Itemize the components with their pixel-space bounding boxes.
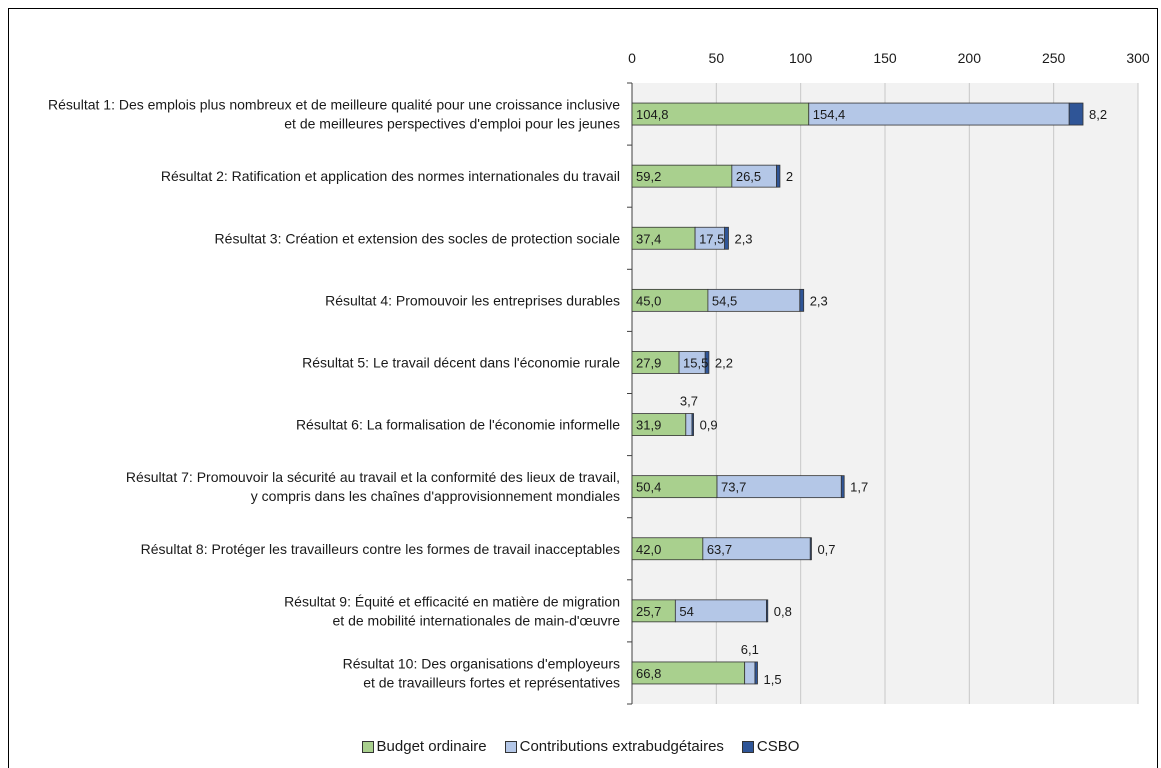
data-label: 0,7 [817, 542, 835, 557]
stacked-bar-chart: 0 50 100 150 200 250 300 Résultat 1: Des emplo… [48, 50, 1150, 705]
bar-segment [799, 288, 805, 312]
data-labels: 104,8 154,4 8,2 59,2 26,5 2 37,4 17,5 2,3 45,0 54,… [636, 107, 1107, 687]
category-label: Résultat 2: Ratification et application … [161, 168, 620, 184]
data-label: 27,9 [636, 355, 661, 370]
bar-segment [691, 413, 694, 436]
data-label: 66,8 [636, 666, 661, 681]
category-label: Résultat 9: Équité et efficacité en mati… [284, 593, 620, 609]
category-label: Résultat 1: Des emplois plus nombreux et… [48, 97, 620, 113]
data-label: 37,4 [636, 231, 661, 246]
legend-item: Budget ordinaire [361, 738, 487, 755]
data-label: 50,4 [636, 480, 661, 495]
category-label: Résultat 8: Protéger les travailleurs co… [141, 541, 620, 557]
data-label: 26,5 [736, 169, 761, 184]
chart-frame [8, 8, 1158, 768]
bar-segment [754, 661, 758, 685]
legend-swatch [504, 740, 517, 753]
data-label: 1,7 [850, 480, 868, 495]
legend-item: Contributions extrabudgétaires [504, 738, 724, 755]
legend-label: Budget ordinaire [376, 738, 487, 755]
bar-segment [1068, 102, 1084, 126]
data-label: 59,2 [636, 169, 661, 184]
data-label: 54,5 [712, 293, 737, 308]
bar-segment [808, 102, 1070, 126]
data-label: 0,9 [700, 418, 718, 433]
data-label: 104,8 [636, 107, 669, 122]
category-label: Résultat 10: Des organisations d'employe… [343, 655, 620, 671]
data-label: 31,9 [636, 418, 661, 433]
data-label: 2,3 [810, 293, 828, 308]
data-label: 54 [679, 604, 693, 619]
category-labels: Résultat 1: Des emplois plus nombreux et… [48, 97, 620, 691]
legend-item: CSBO [741, 738, 800, 755]
data-label: 0,8 [774, 604, 792, 619]
tick-label: 150 [873, 50, 897, 66]
tick-label: 0 [628, 50, 636, 66]
category-axis [627, 82, 633, 705]
bar-segment [744, 661, 756, 685]
data-label: 25,7 [636, 604, 661, 619]
data-label: 45,0 [636, 293, 661, 308]
tick-label: 50 [709, 50, 725, 66]
tick-label: 200 [958, 50, 982, 66]
category-label: et de meilleures perspectives d'emploi p… [284, 116, 620, 132]
legend-swatch [361, 740, 374, 753]
data-label: 2,3 [734, 231, 752, 246]
bar-segment [840, 475, 845, 499]
data-label: 63,7 [707, 542, 732, 557]
tick-label: 250 [1042, 50, 1066, 66]
category-label: y compris dans les chaînes d'approvision… [251, 488, 620, 504]
data-label: 154,4 [813, 107, 846, 122]
category-label: Résultat 5: Le travail décent dans l'éco… [302, 354, 620, 370]
bar-segment [685, 413, 693, 436]
data-label: 73,7 [721, 480, 746, 495]
category-label: Résultat 7: Promouvoir la sécurité au tr… [126, 469, 620, 485]
category-label: Résultat 6: La formalisation de l'économ… [296, 417, 620, 433]
data-label: 42,0 [636, 542, 661, 557]
legend-label: Contributions extrabudgétaires [519, 738, 724, 755]
bar-segment [809, 537, 812, 561]
data-label: 1,5 [763, 672, 781, 687]
category-label: et de mobilité internationales de main-d… [333, 612, 621, 628]
data-label: 2 [786, 169, 793, 184]
tick-label: 300 [1126, 50, 1150, 66]
legend-swatch [741, 740, 754, 753]
bar-segment [724, 226, 729, 250]
data-label: 6,1 [741, 642, 759, 657]
data-label: 2,2 [715, 355, 733, 370]
data-label: 17,5 [699, 231, 724, 246]
category-label: et de travailleurs fortes et représentat… [363, 674, 620, 690]
category-label: Résultat 4: Promouvoir les entreprises d… [325, 292, 620, 308]
legend: Budget ordinaire Contributions extrabudgé… [0, 738, 1161, 755]
data-label: 8,2 [1089, 107, 1107, 122]
bar-segment [766, 599, 769, 623]
value-axis: 0 50 100 150 200 250 300 [628, 50, 1150, 66]
legend-label: CSBO [756, 738, 800, 755]
bar-segment [776, 164, 781, 188]
bars [631, 102, 1084, 685]
tick-label: 100 [789, 50, 813, 66]
data-label: 3,7 [680, 394, 698, 409]
data-label: 15,5 [683, 355, 708, 370]
category-label: Résultat 3: Création et extension des so… [215, 230, 621, 246]
bar-segment [704, 351, 710, 374]
